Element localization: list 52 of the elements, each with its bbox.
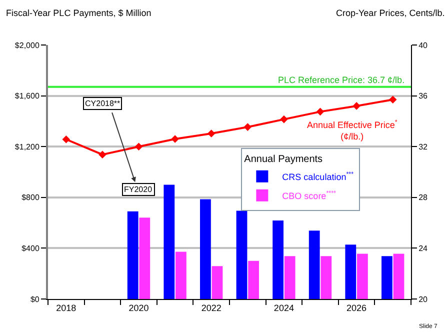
bar — [200, 199, 211, 299]
point — [388, 96, 397, 104]
y-tick-label: $1,600 — [14, 92, 40, 101]
bar — [248, 260, 259, 299]
y2-tick-label: 36 — [418, 92, 428, 101]
bar — [393, 254, 404, 299]
y2-tick-label: 32 — [418, 142, 428, 152]
bar — [320, 256, 332, 299]
y-tick-label: $2,000 — [14, 40, 40, 50]
bar — [272, 220, 284, 299]
y-tick-label: $1,200 — [14, 142, 40, 152]
bar — [212, 266, 223, 299]
annotation: FY2020 — [124, 185, 153, 194]
point — [134, 142, 143, 150]
text: Annual Effective Price$^{*}$ (¢/lb.) — [307, 119, 398, 142]
x-tick-label: 2024 — [274, 302, 294, 313]
y-tick-label: $800 — [22, 193, 40, 202]
point — [98, 150, 106, 158]
ref-line-label: PLC Reference Price: 36.7 ¢/lb. — [278, 75, 405, 85]
bar — [284, 256, 296, 299]
y2-axis-title: Crop-Year Prices, Cents/lb. — [336, 8, 445, 18]
point — [171, 135, 179, 143]
x-tick-label: 2026 — [346, 302, 367, 313]
point — [244, 123, 252, 131]
bar — [127, 211, 138, 299]
x-tick-label: 2020 — [128, 302, 149, 313]
point — [207, 130, 216, 138]
y-axis-title: Fiscal-Year PLC Payments, $ Million — [6, 8, 152, 18]
y-tick-label: $400 — [22, 244, 40, 253]
legend-title: Annual Payments — [244, 154, 323, 165]
legend-label: CRS calculation$^{***}$ — [282, 171, 354, 182]
point — [280, 115, 288, 124]
y2-tick-label: 28 — [418, 193, 428, 202]
bar — [139, 218, 150, 299]
y2-tick-label: 24 — [418, 244, 428, 253]
bar — [236, 210, 248, 299]
bar — [357, 254, 368, 299]
point — [62, 135, 70, 144]
point — [316, 108, 324, 116]
y-tick-label: $0 — [30, 294, 40, 304]
annotation: CY2018** — [85, 99, 120, 108]
bar — [176, 252, 186, 299]
point — [352, 102, 360, 110]
legend-label: CBO score$^{****}$ — [282, 190, 337, 201]
y2-tick-label: 40 — [418, 40, 428, 50]
bar — [308, 230, 320, 299]
x-tick-label: 2018 — [56, 302, 76, 313]
bar — [345, 244, 356, 299]
bar — [382, 256, 392, 299]
bar — [164, 184, 175, 299]
x-tick-label: 2022 — [201, 302, 222, 313]
y2-tick-label: 20 — [418, 294, 428, 304]
